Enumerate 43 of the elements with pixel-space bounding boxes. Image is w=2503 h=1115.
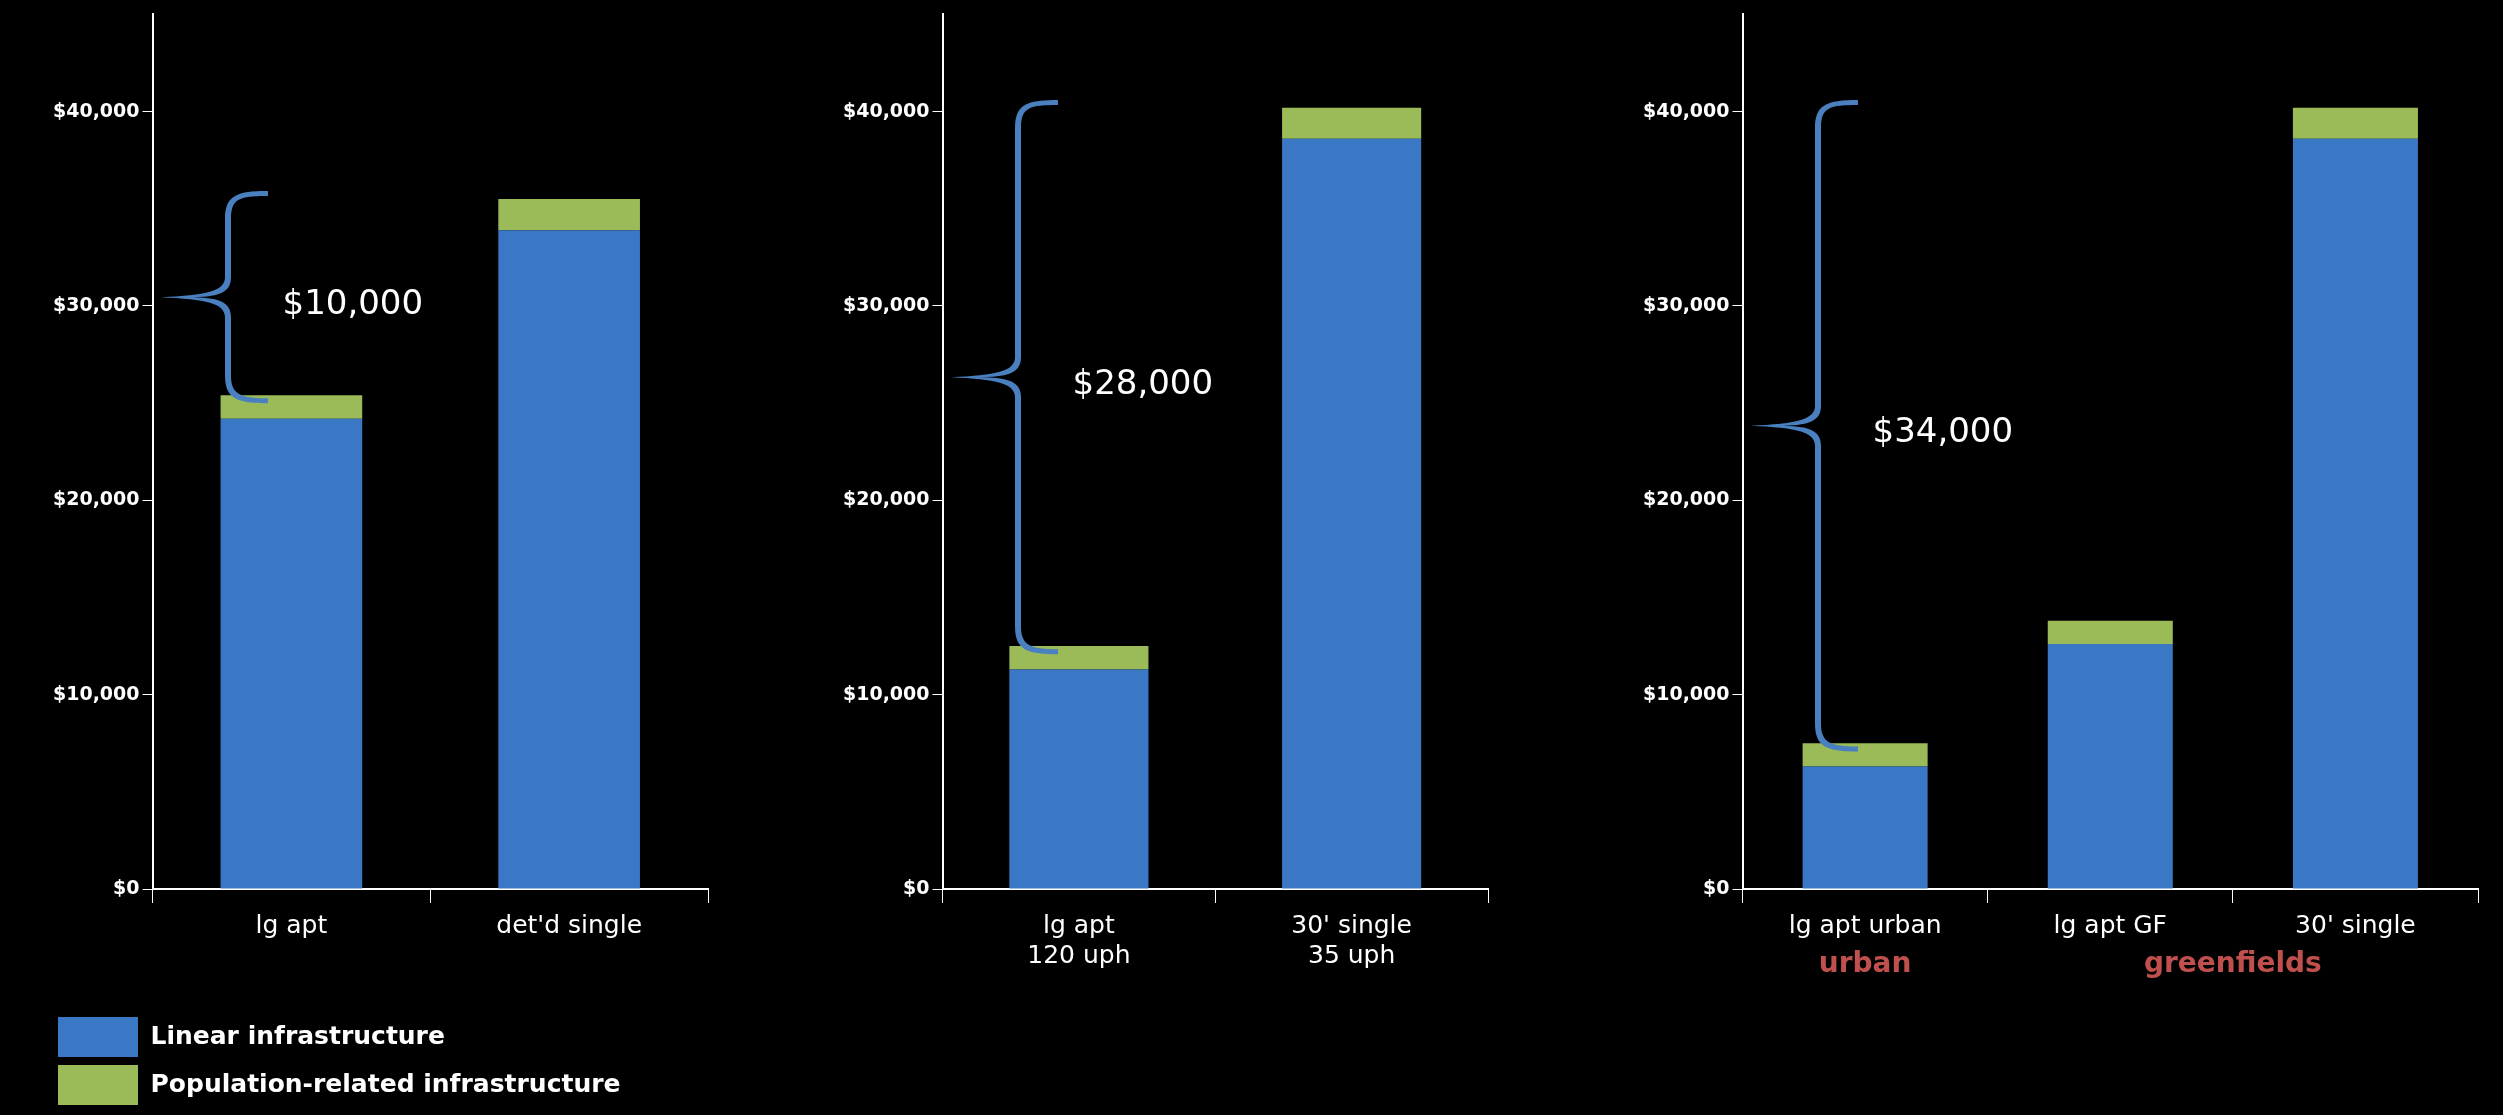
bar	[220, 395, 363, 419]
x-tick-label: lg apt urban	[1788, 909, 1942, 939]
x-tick-label: 30' single 35 uph	[1291, 909, 1412, 969]
legend-label: Population-related infrastructure	[150, 1068, 621, 1098]
bar	[2292, 138, 2418, 889]
y-tick-label: $0	[903, 875, 930, 898]
x-tick-label: lg apt	[255, 909, 328, 939]
legend-label: Linear infrastructure	[150, 1020, 445, 1050]
y-tick-label: $20,000	[1642, 487, 1730, 510]
y-tick-label: $40,000	[52, 98, 140, 121]
y-tick-label: $10,000	[1642, 681, 1730, 704]
bar	[1282, 107, 1422, 139]
y-tick-label: $0	[113, 875, 140, 898]
y-tick-label: $0	[1703, 875, 1730, 898]
bar	[1802, 743, 1928, 767]
y-tick-label: $20,000	[52, 487, 140, 510]
x-tick-label: det'd single	[496, 909, 643, 939]
y-tick-label: $20,000	[842, 487, 930, 510]
bar	[2292, 107, 2418, 139]
x-tick-label: 30' single	[2295, 909, 2416, 939]
x-tick-label: lg apt GF	[2053, 909, 2167, 939]
bar	[1282, 138, 1422, 889]
bar	[1802, 766, 1928, 889]
bar	[1009, 646, 1149, 670]
y-tick-label: $40,000	[842, 98, 930, 121]
y-tick-label: $40,000	[1642, 98, 1730, 121]
y-tick-label: $30,000	[1642, 292, 1730, 315]
text: greenfields	[2143, 946, 2322, 980]
bar	[1009, 669, 1149, 889]
x-tick-label: lg apt 120 uph	[1027, 909, 1131, 969]
y-tick-label: $10,000	[842, 681, 930, 704]
bar	[2047, 620, 2173, 645]
annotation: $34,000	[1872, 410, 2014, 451]
y-tick-label: $30,000	[52, 292, 140, 315]
annotation: $28,000	[1072, 361, 1214, 402]
bar	[220, 418, 363, 889]
text: urban	[1818, 946, 1912, 980]
bar	[498, 199, 640, 231]
bar	[498, 230, 640, 889]
y-tick-label: $30,000	[842, 292, 930, 315]
annotation: $10,000	[282, 282, 424, 323]
y-tick-label: $10,000	[52, 681, 140, 704]
bar	[2047, 644, 2173, 889]
